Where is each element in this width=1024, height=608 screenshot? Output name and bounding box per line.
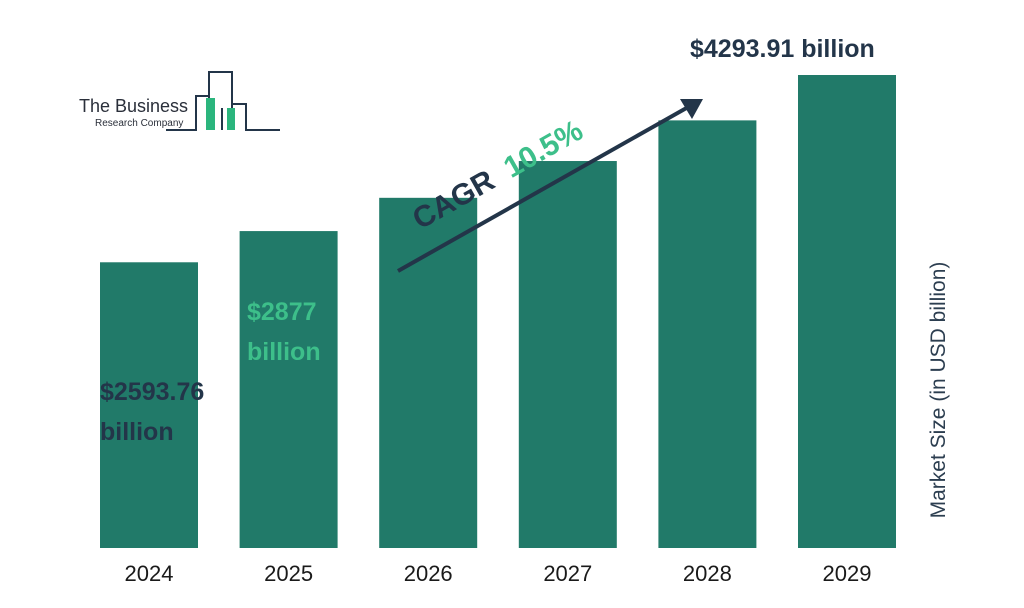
data-label-2029-value: $4293.91 billion [690,35,875,63]
x-tick-2024: 2024 [125,561,174,586]
bar-2028 [658,120,757,548]
bar-2025 [239,231,338,548]
x-tick-2027: 2027 [543,561,592,586]
x-tick-labels: 2024 2025 2026 2027 2028 2029 [125,561,872,586]
data-label-2024-value: $2593.76 [100,378,204,406]
data-label-2025-unit: billion [247,338,321,366]
bar-2027 [518,161,617,549]
arrowhead-icon [680,99,703,119]
x-tick-2028: 2028 [683,561,732,586]
x-tick-2026: 2026 [404,561,453,586]
bar-2029 [798,75,896,548]
bars-group [100,75,896,549]
company-logo: The Business Research Company [79,71,280,131]
bar-2026 [379,197,478,549]
y-axis-label: Market Size (in USD billion) [927,262,950,519]
cagr-arrow [397,99,703,273]
bar-2024 [100,262,198,548]
logo-subtitle: Research Company [95,118,183,129]
data-label-2024-unit: billion [100,418,174,446]
x-tick-2025: 2025 [264,561,313,586]
logo-buildings-icon [166,71,280,131]
x-tick-2029: 2029 [823,561,872,586]
data-label-2025-value: $2877 [247,298,317,326]
logo-title: The Business [79,96,188,116]
